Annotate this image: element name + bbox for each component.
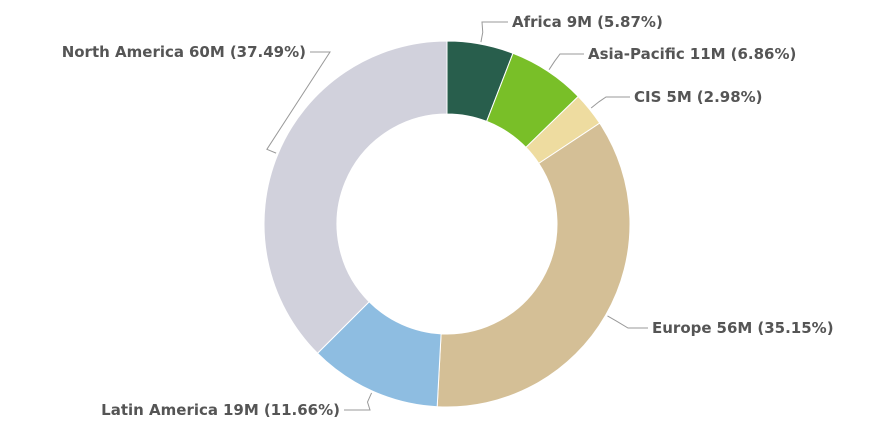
data-label: Africa 9M (5.87%): [512, 13, 663, 31]
category-name: Europe: [652, 319, 712, 337]
data-label: Europe 56M (35.15%): [652, 319, 834, 337]
leader-line: [344, 392, 373, 411]
leader-line: [607, 315, 648, 329]
value-label: 19M: [223, 401, 259, 419]
percentage-label: (5.87%): [597, 13, 663, 31]
leader-line: [548, 53, 584, 70]
value-label: 5M: [666, 88, 691, 106]
donut-slice: [436, 122, 631, 408]
data-label: Latin America 19M (11.66%): [101, 401, 340, 419]
percentage-label: (37.49%): [230, 43, 306, 61]
leader-line: [590, 96, 630, 109]
value-label: 9M: [567, 13, 592, 31]
value-label: 60M: [189, 43, 225, 61]
category-name: Asia-Pacific: [588, 45, 685, 63]
category-name: CIS: [634, 88, 661, 106]
leader-line: [480, 21, 508, 43]
leader-line: [266, 51, 331, 154]
category-name: North America: [62, 43, 184, 61]
value-label: 11M: [690, 45, 726, 63]
percentage-label: (11.66%): [264, 401, 340, 419]
percentage-label: (2.98%): [697, 88, 763, 106]
category-name: Latin America: [101, 401, 218, 419]
percentage-label: (35.15%): [757, 319, 833, 337]
donut-slice: [263, 40, 448, 354]
value-label: 56M: [717, 319, 753, 337]
data-label: Asia-Pacific 11M (6.86%): [588, 45, 796, 63]
percentage-label: (6.86%): [731, 45, 797, 63]
category-name: Africa: [512, 13, 562, 31]
data-label: CIS 5M (2.98%): [634, 88, 763, 106]
data-label: North America 60M (37.49%): [62, 43, 306, 61]
